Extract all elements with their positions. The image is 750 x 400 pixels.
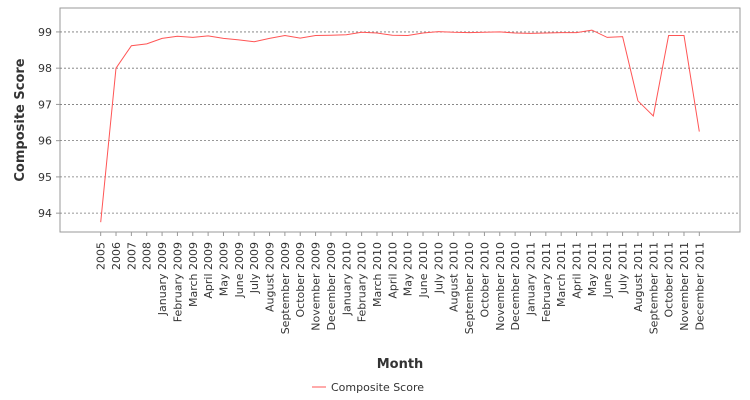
x-tick-label: June 2009 xyxy=(233,242,246,298)
x-tick-label: July 2010 xyxy=(432,242,445,294)
x-tick-label: October 2011 xyxy=(663,242,676,318)
x-tick-label: March 2011 xyxy=(555,242,568,307)
x-tick-label: November 2010 xyxy=(494,242,507,331)
x-tick-label: January 2009 xyxy=(156,242,169,316)
x-tick-label: June 2010 xyxy=(417,242,430,298)
y-tick-label: 96 xyxy=(38,135,52,148)
x-tick-label: June 2011 xyxy=(601,242,614,298)
x-tick-label: May 2011 xyxy=(586,242,599,296)
x-tick-label: July 2011 xyxy=(617,242,630,294)
y-tick-label: 94 xyxy=(38,207,52,220)
x-tick-label: October 2010 xyxy=(478,242,491,318)
x-tick-label: December 2011 xyxy=(693,242,706,331)
x-tick-label: November 2011 xyxy=(678,242,691,331)
x-tick-label: April 2009 xyxy=(202,242,215,299)
x-tick-label: October 2009 xyxy=(294,242,307,318)
x-tick-label: April 2011 xyxy=(571,242,584,299)
x-tick-label: December 2009 xyxy=(325,242,338,331)
x-tick-label: September 2009 xyxy=(279,242,292,334)
x-tick-label: May 2009 xyxy=(217,242,230,296)
x-tick-label: 2007 xyxy=(125,242,138,270)
series-line xyxy=(100,29,700,223)
x-axis-label: Month xyxy=(377,357,424,372)
x-tick-label: April 2010 xyxy=(386,242,399,299)
y-tick-label: 95 xyxy=(38,171,52,184)
x-tick-label: 2008 xyxy=(141,242,154,270)
x-tick-label: November 2009 xyxy=(310,242,323,331)
x-tick-label: August 2009 xyxy=(264,242,277,312)
legend-label: Composite Score xyxy=(331,381,424,394)
x-tick-label: August 2011 xyxy=(632,242,645,312)
x-tick-label: February 2011 xyxy=(540,242,553,322)
x-tick-label: February 2010 xyxy=(356,242,369,322)
y-tick-label: 99 xyxy=(38,26,52,39)
y-axis-label: Composite Score xyxy=(13,58,28,181)
x-tick-label: December 2010 xyxy=(509,242,522,331)
x-tick-label: August 2010 xyxy=(448,242,461,312)
plot-area xyxy=(59,7,741,233)
x-tick-label: March 2009 xyxy=(187,242,200,307)
x-tick-label: September 2011 xyxy=(647,242,660,334)
y-tick-label: 97 xyxy=(38,98,52,111)
x-tick-label: January 2010 xyxy=(340,242,353,316)
x-tick-label: 2006 xyxy=(110,242,123,270)
x-tick-label: May 2010 xyxy=(402,242,415,296)
x-tick-label: 2005 xyxy=(95,242,108,270)
x-tick-label: February 2009 xyxy=(171,242,184,322)
x-tick-label: September 2010 xyxy=(463,242,476,334)
y-tick-label: 98 xyxy=(38,62,52,75)
x-tick-label: January 2011 xyxy=(524,242,537,316)
x-tick-label: July 2009 xyxy=(248,242,261,294)
x-tick-label: March 2010 xyxy=(371,242,384,307)
